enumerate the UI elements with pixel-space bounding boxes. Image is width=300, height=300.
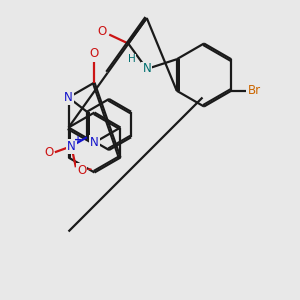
Text: N: N xyxy=(142,62,151,76)
Text: N: N xyxy=(90,136,99,149)
Text: O: O xyxy=(77,164,86,177)
Text: +: + xyxy=(74,135,82,145)
Text: -: - xyxy=(86,163,91,176)
Text: Br: Br xyxy=(248,84,261,97)
Text: N: N xyxy=(67,140,76,153)
Text: O: O xyxy=(90,46,99,60)
Text: O: O xyxy=(44,146,53,159)
Text: H: H xyxy=(128,54,136,64)
Text: O: O xyxy=(98,25,107,38)
Text: N: N xyxy=(64,91,73,104)
